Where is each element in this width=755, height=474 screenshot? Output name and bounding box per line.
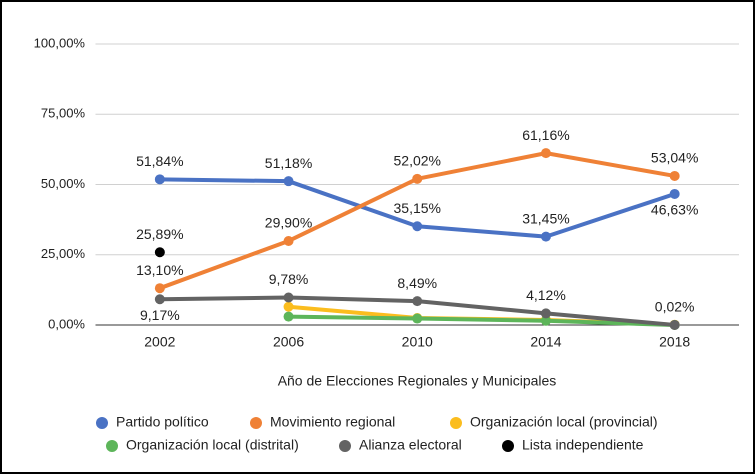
legend-marker [450, 417, 462, 429]
data-point [412, 313, 423, 324]
y-tick-label: 50,00% [41, 176, 86, 191]
data-label: 29,90% [265, 215, 312, 231]
series-line [288, 314, 675, 327]
data-label: 0,02% [655, 299, 695, 315]
data-point [540, 231, 551, 242]
legend-label: Movimiento regional [270, 414, 395, 430]
legend-label: Alianza electoral [359, 437, 462, 453]
data-label: 35,15% [394, 200, 441, 216]
data-label: 53,04% [651, 150, 698, 166]
x-tick-label: 2018 [659, 334, 690, 350]
data-point [283, 235, 294, 246]
data-point [412, 173, 423, 184]
x-tick-label: 2010 [402, 334, 433, 350]
data-label: 13,10% [136, 262, 183, 278]
data-label: 31,45% [522, 210, 569, 226]
data-label: 52,02% [394, 153, 441, 169]
legend-marker [106, 440, 118, 452]
data-point [540, 315, 551, 326]
data-point [154, 283, 165, 294]
data-point [283, 176, 294, 187]
data-point [412, 221, 423, 232]
data-point [412, 296, 423, 307]
data-point [540, 308, 551, 319]
data-label: 25,89% [136, 226, 183, 242]
legend-marker [96, 417, 108, 429]
data-point [669, 319, 680, 330]
y-tick-label: 25,00% [41, 246, 86, 261]
y-tick-label: 0,00% [48, 316, 85, 331]
data-point [154, 247, 165, 258]
data-label: 51,18% [265, 155, 312, 171]
data-label: 61,16% [522, 127, 569, 143]
data-point [540, 148, 551, 159]
data-point [283, 301, 294, 312]
data-point [154, 174, 165, 185]
y-tick-label: 100,00% [34, 35, 86, 50]
x-tick-label: 2006 [273, 334, 304, 350]
legend-label: Lista independiente [522, 437, 644, 453]
data-point [669, 170, 680, 181]
data-point [669, 188, 680, 199]
data-label: 9,78% [269, 271, 309, 287]
legend-marker [250, 417, 262, 429]
data-label: 4,12% [526, 287, 566, 303]
data-point [283, 292, 294, 303]
data-label: 51,84% [136, 153, 183, 169]
data-label: 46,63% [651, 202, 698, 218]
y-tick-label: 75,00% [41, 106, 86, 121]
legend-label: Organización local (provincial) [470, 414, 658, 430]
legend-label: Organización local (distrital) [126, 437, 299, 453]
data-point [283, 311, 294, 322]
data-label: 9,17% [140, 307, 180, 323]
legend-marker [339, 440, 351, 452]
x-tick-label: 2002 [144, 334, 175, 350]
x-axis-label: Año de Elecciones Regionales y Municipal… [278, 373, 557, 389]
x-tick-label: 2014 [530, 334, 561, 350]
data-label: 8,49% [397, 275, 437, 291]
data-point [154, 294, 165, 305]
legend-label: Partido político [116, 414, 209, 430]
legend-marker [502, 440, 514, 452]
